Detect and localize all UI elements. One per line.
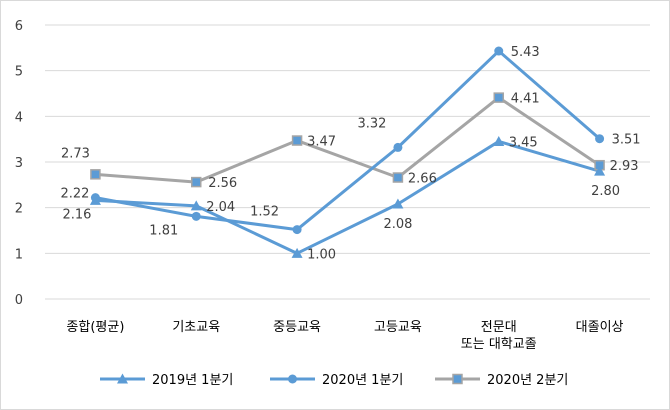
data-label-2-0: 2.73 bbox=[61, 146, 90, 161]
data-label-0-5: 2.80 bbox=[591, 184, 620, 199]
series-1-point-3 bbox=[393, 142, 403, 152]
series-1-point-2 bbox=[292, 225, 302, 235]
legend-label-0: 2019년 1분기 bbox=[152, 373, 233, 388]
legend-label-1: 2020년 1분기 bbox=[322, 373, 403, 388]
series-1-point-5 bbox=[595, 134, 605, 144]
x-tick-label-0: 종합(평균) bbox=[66, 320, 124, 335]
series-2-point-2 bbox=[291, 135, 303, 146]
data-label-0-4: 3.45 bbox=[509, 135, 538, 150]
data-label-2-1: 2.56 bbox=[208, 176, 237, 191]
x-tick-label-4: 전문대 또는 대학교졸 bbox=[461, 320, 537, 352]
y-tick-label-3: 3 bbox=[15, 156, 23, 171]
x-tick-label-5: 대졸이상 bbox=[576, 320, 624, 335]
series-line-2 bbox=[95, 96, 601, 184]
y-tick-label-5: 5 bbox=[15, 65, 23, 80]
series-0-point-2 bbox=[291, 247, 303, 258]
data-label-1-2: 1.52 bbox=[250, 205, 279, 220]
data-label-2-3: 2.66 bbox=[408, 172, 437, 187]
series-2-point-1 bbox=[191, 176, 202, 188]
legend-marker-2 bbox=[452, 373, 463, 385]
data-label-1-1: 1.81 bbox=[149, 223, 178, 238]
x-tick-label-1: 기초교육 bbox=[172, 320, 220, 335]
data-label-2-2: 3.47 bbox=[307, 135, 336, 150]
series-0-point-3 bbox=[392, 198, 404, 209]
y-tick-label-2: 2 bbox=[15, 202, 23, 217]
y-tick-label-1: 1 bbox=[15, 247, 23, 262]
series-2-point-4 bbox=[493, 92, 504, 103]
y-tick-label-0: 0 bbox=[15, 293, 23, 308]
data-label-2-4: 4.41 bbox=[511, 92, 540, 107]
legend-marker-1 bbox=[288, 374, 297, 384]
series-2-point-3 bbox=[392, 172, 404, 183]
y-tick-label-4: 4 bbox=[15, 110, 23, 125]
data-label-1-3: 3.32 bbox=[357, 116, 386, 131]
data-label-0-3: 2.08 bbox=[383, 217, 412, 232]
series-2-point-0 bbox=[90, 169, 101, 180]
data-label-0-1: 2.04 bbox=[206, 200, 235, 215]
series-1-point-0 bbox=[90, 193, 100, 203]
series-1-point-4 bbox=[494, 46, 504, 56]
legend-marker-0 bbox=[117, 373, 128, 384]
legend-label-2: 2020년 2분기 bbox=[487, 373, 568, 388]
data-label-0-2: 1.00 bbox=[307, 247, 336, 262]
series-0-point-5 bbox=[594, 165, 606, 176]
y-tick-label-6: 6 bbox=[15, 19, 23, 34]
series-1-point-1 bbox=[191, 211, 201, 221]
series-0-point-1 bbox=[190, 200, 202, 211]
data-label-1-5: 3.51 bbox=[612, 133, 641, 148]
x-tick-label-3: 고등교육 bbox=[374, 320, 422, 335]
series-line-1 bbox=[95, 49, 601, 232]
data-label-1-4: 5.43 bbox=[511, 45, 540, 60]
data-label-2-5: 2.93 bbox=[610, 159, 639, 174]
x-tick-label-2: 중등교육 bbox=[273, 320, 321, 335]
data-label-1-0: 2.22 bbox=[60, 187, 89, 202]
data-label-0-0: 2.16 bbox=[62, 207, 91, 222]
series-0-point-4 bbox=[493, 135, 505, 146]
series-line-0 bbox=[95, 139, 601, 255]
